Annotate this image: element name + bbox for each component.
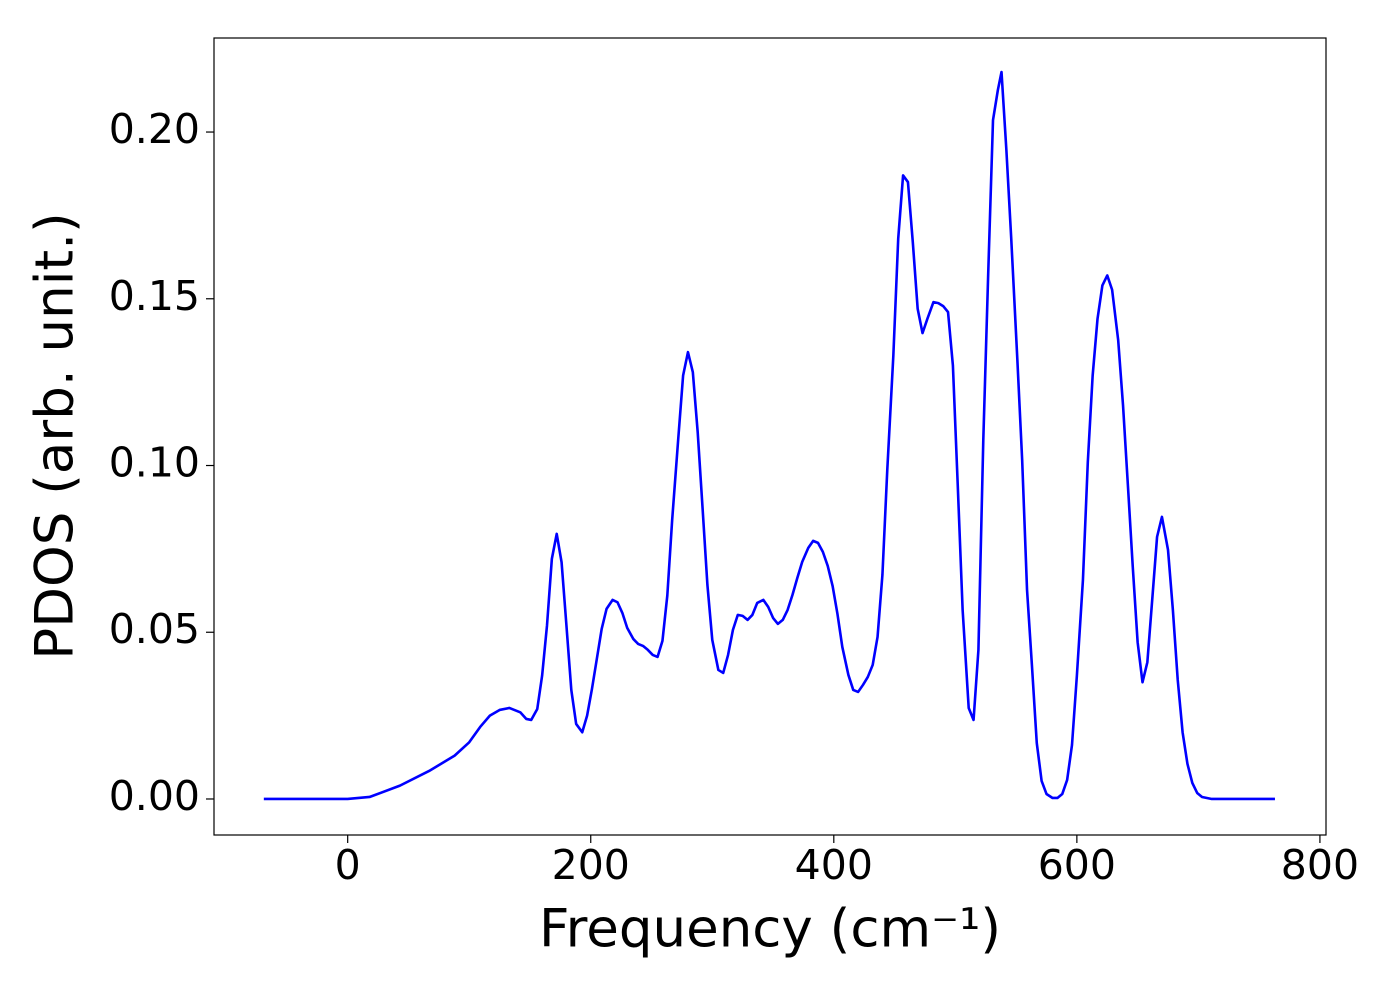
y-tick-label: 0.05 <box>109 605 200 653</box>
y-axis-label: PDOS (arb. unit.) <box>25 212 86 659</box>
y-tick-label: 0.00 <box>109 772 200 820</box>
y-tick-label: 0.20 <box>109 105 200 153</box>
x-tick-label: 400 <box>795 841 873 889</box>
x-tick-label: 0 <box>335 841 361 889</box>
x-tick-label: 200 <box>552 841 630 889</box>
y-tick-label: 0.15 <box>109 272 200 320</box>
x-tick-label: 600 <box>1038 841 1116 889</box>
x-tick-label: 800 <box>1281 841 1359 889</box>
pdos-line <box>263 70 1275 801</box>
x-axis-label: Frequency (cm⁻¹) <box>539 899 1001 960</box>
y-tick-label: 0.10 <box>109 439 200 487</box>
plot-frame <box>213 37 1327 836</box>
